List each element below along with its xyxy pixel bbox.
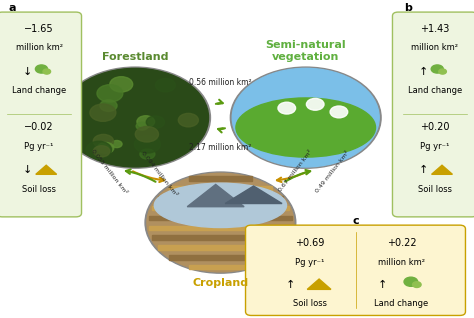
Text: a: a <box>8 3 16 13</box>
Text: ↓: ↓ <box>23 165 32 175</box>
Text: c: c <box>352 216 359 226</box>
Bar <box>158 196 283 200</box>
Bar <box>152 206 289 210</box>
Text: +1.43: +1.43 <box>420 24 449 34</box>
Circle shape <box>62 68 209 167</box>
Text: Soil loss: Soil loss <box>418 185 452 194</box>
Circle shape <box>93 135 113 148</box>
Circle shape <box>135 135 160 153</box>
FancyBboxPatch shape <box>246 225 465 315</box>
Circle shape <box>146 116 164 128</box>
Circle shape <box>100 100 117 111</box>
Text: 2.17 million km²: 2.17 million km² <box>189 143 252 152</box>
Circle shape <box>137 116 155 128</box>
Text: Land change: Land change <box>12 86 66 95</box>
Circle shape <box>110 77 133 92</box>
Circle shape <box>97 142 114 154</box>
Circle shape <box>36 65 47 73</box>
Text: Pg yr⁻¹: Pg yr⁻¹ <box>295 258 324 266</box>
Circle shape <box>306 98 324 110</box>
Text: b: b <box>404 3 412 13</box>
Bar <box>169 186 272 190</box>
Circle shape <box>155 79 175 92</box>
Bar <box>158 245 283 250</box>
Text: 0.094 million km²: 0.094 million km² <box>140 150 178 197</box>
Text: −1.65: −1.65 <box>24 24 54 34</box>
Bar <box>189 176 252 181</box>
FancyArrowPatch shape <box>277 171 308 182</box>
Circle shape <box>135 127 158 142</box>
Text: Land change: Land change <box>374 299 428 308</box>
Text: ↑: ↑ <box>286 280 295 290</box>
Circle shape <box>145 172 296 273</box>
Circle shape <box>439 69 447 74</box>
Text: ↑: ↑ <box>378 280 387 290</box>
Circle shape <box>136 122 148 130</box>
Polygon shape <box>225 186 282 204</box>
Text: Cropland: Cropland <box>192 278 248 287</box>
Circle shape <box>330 106 348 118</box>
Text: Semi-natural
vegetation: Semi-natural vegetation <box>265 40 346 62</box>
Circle shape <box>60 67 210 168</box>
Text: Soil loss: Soil loss <box>292 299 327 308</box>
Polygon shape <box>307 279 331 289</box>
Text: Forestland: Forestland <box>102 52 168 62</box>
Circle shape <box>43 69 51 74</box>
Text: −0.02: −0.02 <box>24 122 54 132</box>
Text: 0.055 million km²: 0.055 million km² <box>90 149 128 195</box>
FancyBboxPatch shape <box>392 12 474 217</box>
Bar <box>149 216 292 220</box>
Text: Pg yr⁻¹: Pg yr⁻¹ <box>25 142 54 150</box>
Text: 0.49 million km²: 0.49 million km² <box>314 150 350 194</box>
FancyArrowPatch shape <box>285 170 310 182</box>
Circle shape <box>140 149 155 159</box>
FancyArrowPatch shape <box>218 128 225 132</box>
Bar <box>189 265 252 269</box>
Circle shape <box>178 114 199 127</box>
Circle shape <box>278 102 296 114</box>
Polygon shape <box>187 184 244 207</box>
Circle shape <box>93 146 110 157</box>
Text: 0.67 million km²: 0.67 million km² <box>278 149 314 192</box>
Circle shape <box>230 67 381 168</box>
Text: million km²: million km² <box>378 258 425 266</box>
Circle shape <box>232 68 379 167</box>
Bar <box>149 225 292 230</box>
Text: million km²: million km² <box>16 43 63 52</box>
FancyArrowPatch shape <box>133 171 164 182</box>
FancyBboxPatch shape <box>0 12 82 217</box>
Text: ↑: ↑ <box>419 165 428 175</box>
Polygon shape <box>431 165 452 174</box>
Text: Pg yr⁻¹: Pg yr⁻¹ <box>420 142 449 150</box>
Text: Land change: Land change <box>408 86 462 95</box>
Polygon shape <box>36 165 57 174</box>
Text: million km²: million km² <box>411 43 458 52</box>
FancyArrowPatch shape <box>126 169 155 182</box>
Circle shape <box>97 85 123 102</box>
Circle shape <box>404 277 418 286</box>
Ellipse shape <box>236 98 375 157</box>
Circle shape <box>147 173 294 272</box>
Text: +0.22: +0.22 <box>387 238 416 248</box>
Circle shape <box>86 141 111 158</box>
Ellipse shape <box>155 183 286 228</box>
Circle shape <box>412 282 421 287</box>
Circle shape <box>111 141 122 148</box>
Bar <box>169 255 272 259</box>
Text: ↑: ↑ <box>419 66 428 77</box>
Bar <box>152 235 289 240</box>
Circle shape <box>90 104 116 121</box>
Circle shape <box>431 65 443 73</box>
Text: +0.20: +0.20 <box>420 122 450 132</box>
Text: 0.56 million km²: 0.56 million km² <box>189 78 252 87</box>
Text: ↓: ↓ <box>23 66 32 77</box>
Text: +0.69: +0.69 <box>295 238 324 248</box>
Text: Soil loss: Soil loss <box>22 185 56 194</box>
Circle shape <box>62 68 209 167</box>
FancyArrowPatch shape <box>216 100 223 104</box>
